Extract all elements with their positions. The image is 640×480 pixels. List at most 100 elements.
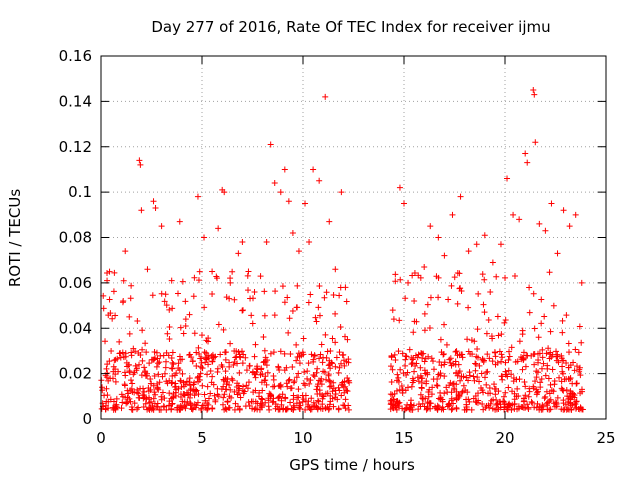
- dense-band-point: [498, 331, 505, 338]
- dense-band-point: [477, 385, 484, 392]
- dense-band-point: [136, 361, 143, 368]
- dense-band-point: [554, 394, 561, 401]
- data-point: [572, 211, 579, 218]
- dense-band-point: [341, 389, 348, 396]
- dense-band-point: [182, 322, 189, 329]
- dense-band-point: [518, 353, 525, 360]
- dense-band-point: [323, 354, 330, 361]
- dense-band-point: [262, 399, 269, 406]
- dense-band-point: [565, 364, 572, 371]
- dense-band-point: [550, 302, 557, 309]
- dense-band-point: [336, 292, 343, 299]
- dense-band-point: [509, 388, 516, 395]
- dense-band-point: [294, 304, 301, 311]
- dense-band-point: [302, 406, 309, 413]
- y-tick-label: 0.12: [59, 138, 92, 156]
- dense-band-point: [453, 369, 460, 376]
- dense-band-point: [285, 329, 292, 336]
- dense-band-point: [222, 349, 229, 356]
- data-point: [516, 216, 523, 223]
- data-point: [194, 193, 201, 200]
- dense-band-point: [128, 282, 135, 289]
- y-tick-label: 0.1: [68, 183, 92, 201]
- data-point: [126, 313, 133, 320]
- dense-band-point: [196, 351, 203, 358]
- dense-band-point: [294, 282, 301, 289]
- dense-band-point: [231, 406, 238, 413]
- dense-band-point: [418, 375, 425, 382]
- x-tick-label: 15: [394, 429, 413, 447]
- dense-band-point: [445, 296, 452, 303]
- dense-band-point: [535, 334, 542, 341]
- dense-band-point: [155, 386, 162, 393]
- dense-band-point: [104, 392, 111, 399]
- dense-band-point: [161, 403, 168, 410]
- dense-band-point: [319, 359, 326, 366]
- dense-band-point: [133, 367, 140, 374]
- dense-band-point: [202, 354, 209, 361]
- data-point: [137, 161, 144, 168]
- dense-band-point: [547, 406, 554, 413]
- dense-band-point: [142, 400, 149, 407]
- dense-band-point: [112, 312, 119, 319]
- dense-band-point: [284, 383, 291, 390]
- dense-band-point: [171, 383, 178, 390]
- dense-band-point: [476, 378, 483, 385]
- dense-band-point: [576, 368, 583, 375]
- dense-band-point: [201, 304, 208, 311]
- dense-band-point: [231, 388, 238, 395]
- data-point: [257, 273, 264, 280]
- data-point: [152, 205, 159, 212]
- dense-band-point: [153, 363, 160, 370]
- dense-band-point: [258, 395, 265, 402]
- dense-band-point: [319, 395, 326, 402]
- dense-band-point: [565, 340, 572, 347]
- dense-band-point: [333, 354, 340, 361]
- dense-band-point: [279, 391, 286, 398]
- dense-band-point: [280, 405, 287, 412]
- dense-band-point: [409, 375, 416, 382]
- data-point: [263, 239, 270, 246]
- dense-band-point: [342, 383, 349, 390]
- dense-band-point: [325, 371, 332, 378]
- data-point: [449, 211, 456, 218]
- dense-band-point: [229, 268, 236, 275]
- dense-band-point: [209, 351, 216, 358]
- dense-band-point: [242, 403, 249, 410]
- dense-band-point: [446, 356, 453, 363]
- dense-band-point: [130, 371, 137, 378]
- dense-band-point: [501, 319, 508, 326]
- data-point: [401, 200, 407, 207]
- dense-band-point: [410, 329, 417, 336]
- dense-band-point: [306, 380, 313, 387]
- dense-band-point: [293, 341, 300, 348]
- dense-band-point: [343, 298, 350, 305]
- dense-band-point: [421, 327, 428, 334]
- dense-band-point: [285, 377, 292, 384]
- dense-band-point: [212, 398, 219, 405]
- dense-band-point: [193, 402, 200, 409]
- dense-band-point: [252, 341, 259, 348]
- dense-band-point: [126, 330, 133, 337]
- data-point: [277, 189, 284, 196]
- dense-band-point: [472, 360, 479, 367]
- dense-band-point: [520, 357, 527, 364]
- dense-band-point: [125, 390, 132, 397]
- dense-band-point: [319, 401, 326, 408]
- dense-band-point: [307, 377, 314, 384]
- dense-band-point: [402, 405, 409, 412]
- dense-band-point: [438, 362, 445, 369]
- dense-band-point: [463, 406, 470, 413]
- dense-band-point: [578, 339, 585, 346]
- dense-band-point: [452, 358, 459, 365]
- dense-band-point: [428, 355, 435, 362]
- dense-band-point: [428, 391, 435, 398]
- dense-band-point: [345, 406, 352, 413]
- dense-band-point: [300, 335, 307, 342]
- dense-band-point: [474, 399, 481, 406]
- dense-band-point: [395, 403, 402, 410]
- dense-band-point: [487, 390, 494, 397]
- dense-band-point: [389, 366, 396, 373]
- dense-band-point: [435, 274, 442, 281]
- dense-band-point: [572, 405, 579, 412]
